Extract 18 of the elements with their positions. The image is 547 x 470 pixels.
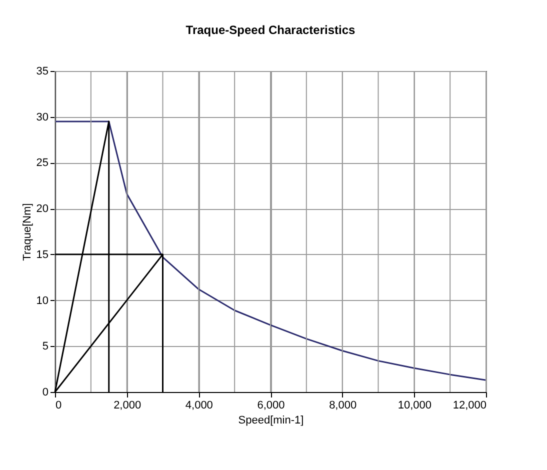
chart-title: Traque-Speed Characteristics [186, 23, 356, 37]
y-tick-label: 30 [36, 111, 48, 124]
y-tick-label: 35 [36, 66, 48, 78]
x-tick-label: 12,000 [452, 400, 486, 412]
y-axis-title: Traque[Nm] [21, 203, 34, 261]
y-tick-label: 20 [36, 203, 48, 216]
x-axis-title: Speed[min-1] [238, 414, 304, 426]
x-tick-label: 10,000 [398, 400, 432, 412]
x-tick-label: 2,000 [114, 400, 142, 412]
x-tick-label: 8,000 [329, 400, 357, 412]
x-tick-label: 4,000 [185, 400, 213, 412]
y-tick-label: 15 [36, 248, 48, 261]
x-tick-label: 6,000 [257, 400, 285, 412]
y-tick-label: 25 [36, 157, 48, 170]
y-tick-label: 10 [36, 294, 48, 307]
x-tick-label: 0 [56, 400, 62, 412]
y-tick-label: 0 [42, 386, 48, 398]
y-tick-label: 5 [42, 340, 48, 353]
